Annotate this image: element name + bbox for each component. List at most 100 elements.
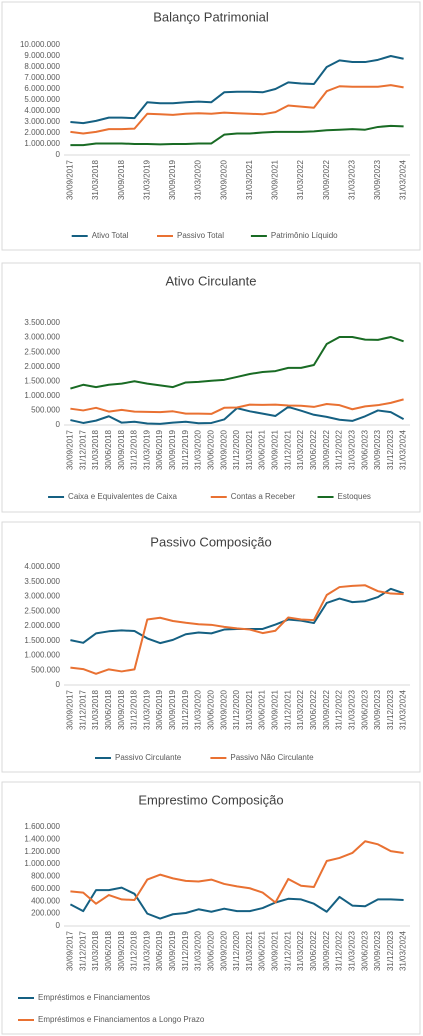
y-tick-label: 3.500.000	[24, 318, 60, 327]
x-tick-label: 31/03/2021	[245, 159, 254, 200]
x-tick-label: 30/06/2021	[258, 689, 267, 730]
x-tick-label: 30/09/2020	[219, 689, 228, 730]
x-tick-label: 31/12/2017	[78, 689, 87, 730]
x-tick-label: 31/12/2022	[335, 930, 344, 971]
x-tick-label: 31/12/2019	[181, 930, 190, 971]
x-tick-label: 30/09/2023	[373, 689, 382, 730]
x-tick-label: 30/09/2017	[66, 429, 75, 470]
x-tick-label: 30/06/2018	[104, 429, 113, 470]
series-line	[70, 584, 404, 675]
legend-label: Estoques	[338, 492, 371, 501]
series-line	[70, 84, 404, 135]
x-tick-label: 31/12/2019	[181, 429, 190, 470]
x-tick-label: 30/09/2017	[66, 930, 75, 971]
y-tick-label: 1.000.000	[24, 391, 60, 400]
x-tick-label: 30/09/2021	[271, 429, 280, 470]
x-tick-label: 31/03/2022	[296, 930, 305, 971]
y-tick-label: 1.000.000	[24, 139, 60, 148]
y-tick-label: 1.200.000	[24, 847, 60, 856]
legend-label: Patrimônio Líquido	[271, 231, 338, 240]
x-tick-label: 31/12/2021	[283, 429, 292, 470]
x-tick-label: 30/09/2019	[168, 930, 177, 971]
x-tick-label: 31/03/2021	[245, 930, 254, 971]
y-tick-label: 0	[56, 420, 61, 429]
x-tick-label: 31/12/2022	[335, 689, 344, 730]
y-tick-label: 1.000.000	[24, 859, 60, 868]
x-tick-label: 31/03/2024	[399, 429, 408, 470]
x-tick-label: 31/03/2018	[91, 689, 100, 730]
x-tick-label: 31/03/2023	[347, 930, 356, 971]
x-tick-label: 31/12/2020	[232, 429, 241, 470]
x-tick-label: 30/09/2017	[66, 689, 75, 730]
x-tick-label: 31/12/2018	[130, 429, 139, 470]
x-tick-label: 31/03/2019	[142, 429, 151, 470]
y-tick-label: 1.000.000	[24, 651, 60, 660]
y-tick-label: 2.000.000	[24, 128, 60, 137]
series-line	[70, 335, 404, 390]
series-line	[70, 55, 404, 125]
legend-label: Ativo Total	[92, 231, 129, 240]
x-tick-label: 30/06/2019	[155, 429, 164, 470]
chart-title: Ativo Circulante	[165, 273, 256, 288]
y-tick-label: 2.500.000	[24, 347, 60, 356]
x-tick-label: 30/06/2019	[155, 930, 164, 971]
x-tick-label: 31/03/2024	[399, 689, 408, 730]
x-tick-label: 30/09/2018	[117, 159, 126, 200]
series-line	[70, 398, 404, 415]
x-tick-label: 30/09/2020	[219, 930, 228, 971]
y-tick-label: 800.000	[31, 872, 60, 881]
y-tick-label: 6.000.000	[24, 84, 60, 93]
legend-label: Empréstimos e Financiamentos a Longo Pra…	[38, 1015, 205, 1024]
x-tick-label: 31/03/2019	[142, 930, 151, 971]
x-tick-label: 30/06/2019	[155, 689, 164, 730]
y-tick-label: 200.000	[31, 909, 60, 918]
x-tick-label: 31/03/2020	[194, 429, 203, 470]
y-tick-label: 500.000	[31, 406, 60, 415]
x-tick-label: 31/03/2021	[245, 429, 254, 470]
x-tick-label: 31/03/2022	[296, 689, 305, 730]
x-tick-label: 31/12/2017	[78, 429, 87, 470]
x-tick-label: 31/03/2021	[245, 689, 254, 730]
x-tick-label: 30/06/2021	[258, 930, 267, 971]
series-line	[70, 587, 404, 645]
legend-label: Passivo Circulante	[115, 753, 182, 762]
x-tick-label: 31/03/2022	[296, 429, 305, 470]
x-tick-label: 30/06/2020	[206, 429, 215, 470]
y-tick-label: 500.000	[31, 665, 60, 674]
x-tick-label: 30/09/2020	[219, 429, 228, 470]
y-tick-label: 400.000	[31, 896, 60, 905]
legend-label: Empréstimos e Financiamentos	[38, 993, 150, 1002]
x-tick-label: 30/09/2019	[168, 159, 177, 200]
x-tick-label: 30/09/2023	[373, 159, 382, 200]
y-tick-label: 2.000.000	[24, 362, 60, 371]
x-tick-label: 31/03/2024	[399, 159, 408, 200]
x-tick-label: 31/03/2020	[194, 689, 203, 730]
x-tick-label: 31/12/2021	[283, 689, 292, 730]
y-tick-label: 1.500.000	[24, 376, 60, 385]
chart-title: Balanço Patrimonial	[153, 9, 269, 24]
x-tick-label: 30/06/2023	[360, 930, 369, 971]
x-tick-label: 31/12/2023	[386, 689, 395, 730]
legend-label: Passivo Não Circulante	[230, 753, 314, 762]
x-tick-label: 30/09/2021	[271, 930, 280, 971]
y-tick-label: 3.500.000	[24, 577, 60, 586]
panel-frame	[1, 521, 421, 773]
series-line	[70, 124, 404, 147]
y-tick-label: 1.400.000	[24, 834, 60, 843]
legend-label: Contas a Receber	[231, 492, 296, 501]
y-tick-label: 5.000.000	[24, 95, 60, 104]
x-tick-label: 30/09/2018	[117, 689, 126, 730]
x-tick-label: 30/06/2023	[360, 429, 369, 470]
x-tick-label: 31/03/2023	[347, 159, 356, 200]
x-tick-label: 31/03/2019	[142, 689, 151, 730]
x-tick-label: 30/09/2022	[322, 689, 331, 730]
chart-title: Emprestimo Composição	[138, 792, 283, 807]
x-tick-label: 31/12/2017	[78, 930, 87, 971]
x-tick-label: 30/09/2017	[66, 159, 75, 200]
chart-title: Passivo Composição	[150, 534, 271, 549]
y-tick-label: 0	[56, 921, 61, 930]
x-tick-label: 31/03/2024	[399, 930, 408, 971]
y-tick-label: 4.000.000	[24, 562, 60, 571]
x-tick-label: 30/09/2022	[322, 429, 331, 470]
y-tick-label: 4.000.000	[24, 106, 60, 115]
